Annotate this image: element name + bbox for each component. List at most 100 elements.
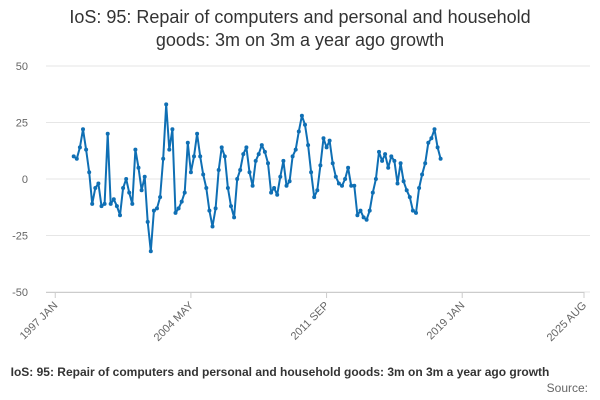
data-point[interactable] — [121, 186, 126, 190]
data-point[interactable] — [327, 138, 332, 143]
data-point[interactable] — [269, 190, 274, 195]
data-point[interactable] — [250, 183, 255, 188]
data-point[interactable] — [133, 147, 138, 152]
data-point[interactable] — [401, 179, 406, 184]
data-point[interactable] — [340, 183, 344, 188]
data-point[interactable] — [386, 165, 391, 170]
data-point[interactable] — [321, 136, 326, 141]
data-point[interactable] — [383, 152, 388, 157]
data-point[interactable] — [188, 170, 193, 175]
data-point[interactable] — [195, 131, 200, 136]
data-point[interactable] — [358, 208, 363, 213]
data-point[interactable] — [306, 143, 311, 148]
data-point[interactable] — [238, 168, 243, 172]
data-point[interactable] — [414, 210, 418, 215]
data-point[interactable] — [158, 195, 163, 200]
data-point[interactable] — [204, 186, 209, 190]
data-point[interactable] — [343, 177, 348, 181]
data-point[interactable] — [114, 204, 119, 209]
data-point[interactable] — [410, 208, 415, 213]
data-point[interactable] — [395, 181, 400, 186]
data-point[interactable] — [352, 183, 357, 188]
data-point[interactable] — [392, 158, 397, 163]
data-point[interactable] — [278, 174, 283, 179]
data-point[interactable] — [155, 206, 159, 211]
data-point[interactable] — [315, 188, 320, 193]
data-point[interactable] — [420, 172, 425, 177]
data-point[interactable] — [71, 154, 76, 159]
data-point[interactable] — [151, 208, 156, 213]
data-point[interactable] — [364, 217, 369, 222]
data-point[interactable] — [275, 192, 280, 197]
data-point[interactable] — [164, 102, 169, 107]
data-point[interactable] — [389, 154, 394, 159]
data-point[interactable] — [185, 140, 190, 145]
data-point[interactable] — [161, 156, 166, 161]
data-point[interactable] — [336, 181, 341, 186]
data-point[interactable] — [167, 147, 172, 152]
data-point[interactable] — [404, 188, 409, 193]
data-point[interactable] — [111, 197, 116, 202]
data-point[interactable] — [139, 188, 144, 193]
data-point[interactable] — [87, 170, 92, 175]
data-point[interactable] — [432, 127, 437, 132]
data-point[interactable] — [105, 131, 110, 136]
data-point[interactable] — [244, 145, 249, 150]
data-point[interactable] — [373, 177, 378, 181]
data-point[interactable] — [232, 215, 237, 220]
data-point[interactable] — [241, 152, 246, 157]
data-point[interactable] — [124, 177, 129, 181]
data-point[interactable] — [367, 208, 372, 213]
data-point[interactable] — [108, 201, 113, 206]
data-point[interactable] — [281, 158, 286, 163]
data-point[interactable] — [429, 136, 434, 141]
data-point[interactable] — [290, 154, 295, 159]
data-point[interactable] — [118, 213, 122, 218]
data-point[interactable] — [361, 215, 366, 220]
data-point[interactable] — [435, 145, 440, 150]
data-point[interactable] — [296, 129, 301, 134]
data-point[interactable] — [398, 161, 403, 166]
data-point[interactable] — [355, 213, 360, 218]
data-point[interactable] — [229, 204, 233, 209]
data-point[interactable] — [207, 208, 212, 213]
data-point[interactable] — [222, 154, 227, 159]
data-point[interactable] — [370, 190, 375, 195]
data-point[interactable] — [309, 170, 314, 175]
data-point[interactable] — [182, 190, 187, 195]
data-point[interactable] — [235, 177, 240, 181]
data-point[interactable] — [219, 145, 224, 150]
data-point[interactable] — [380, 158, 385, 163]
data-point[interactable] — [148, 249, 153, 254]
data-point[interactable] — [93, 186, 98, 190]
data-point[interactable] — [318, 163, 323, 168]
data-point[interactable] — [84, 147, 89, 152]
data-point[interactable] — [102, 201, 107, 206]
data-point[interactable] — [312, 195, 317, 200]
data-point[interactable] — [284, 183, 289, 188]
data-point[interactable] — [179, 199, 184, 204]
legend-entry[interactable]: IoS: 95: Repair of computers and persona… — [10, 365, 550, 379]
data-point[interactable] — [74, 156, 79, 161]
data-point[interactable] — [81, 127, 85, 132]
data-point[interactable] — [90, 201, 95, 206]
data-point[interactable] — [142, 174, 147, 179]
data-point[interactable] — [349, 183, 354, 188]
series-line[interactable] — [73, 103, 442, 253]
data-point[interactable] — [127, 190, 132, 195]
data-point[interactable] — [423, 161, 428, 166]
data-point[interactable] — [173, 210, 178, 215]
data-point[interactable] — [262, 149, 267, 154]
data-point[interactable] — [346, 165, 351, 170]
data-point[interactable] — [377, 149, 381, 154]
data-point[interactable] — [259, 143, 264, 148]
data-point[interactable] — [324, 145, 329, 150]
data-point[interactable] — [99, 204, 104, 209]
data-point[interactable] — [287, 179, 292, 184]
data-point[interactable] — [210, 224, 215, 229]
data-point[interactable] — [293, 147, 298, 152]
data-point[interactable] — [225, 186, 230, 190]
data-point[interactable] — [145, 219, 150, 224]
data-point[interactable] — [256, 152, 261, 157]
data-point[interactable] — [407, 195, 412, 200]
